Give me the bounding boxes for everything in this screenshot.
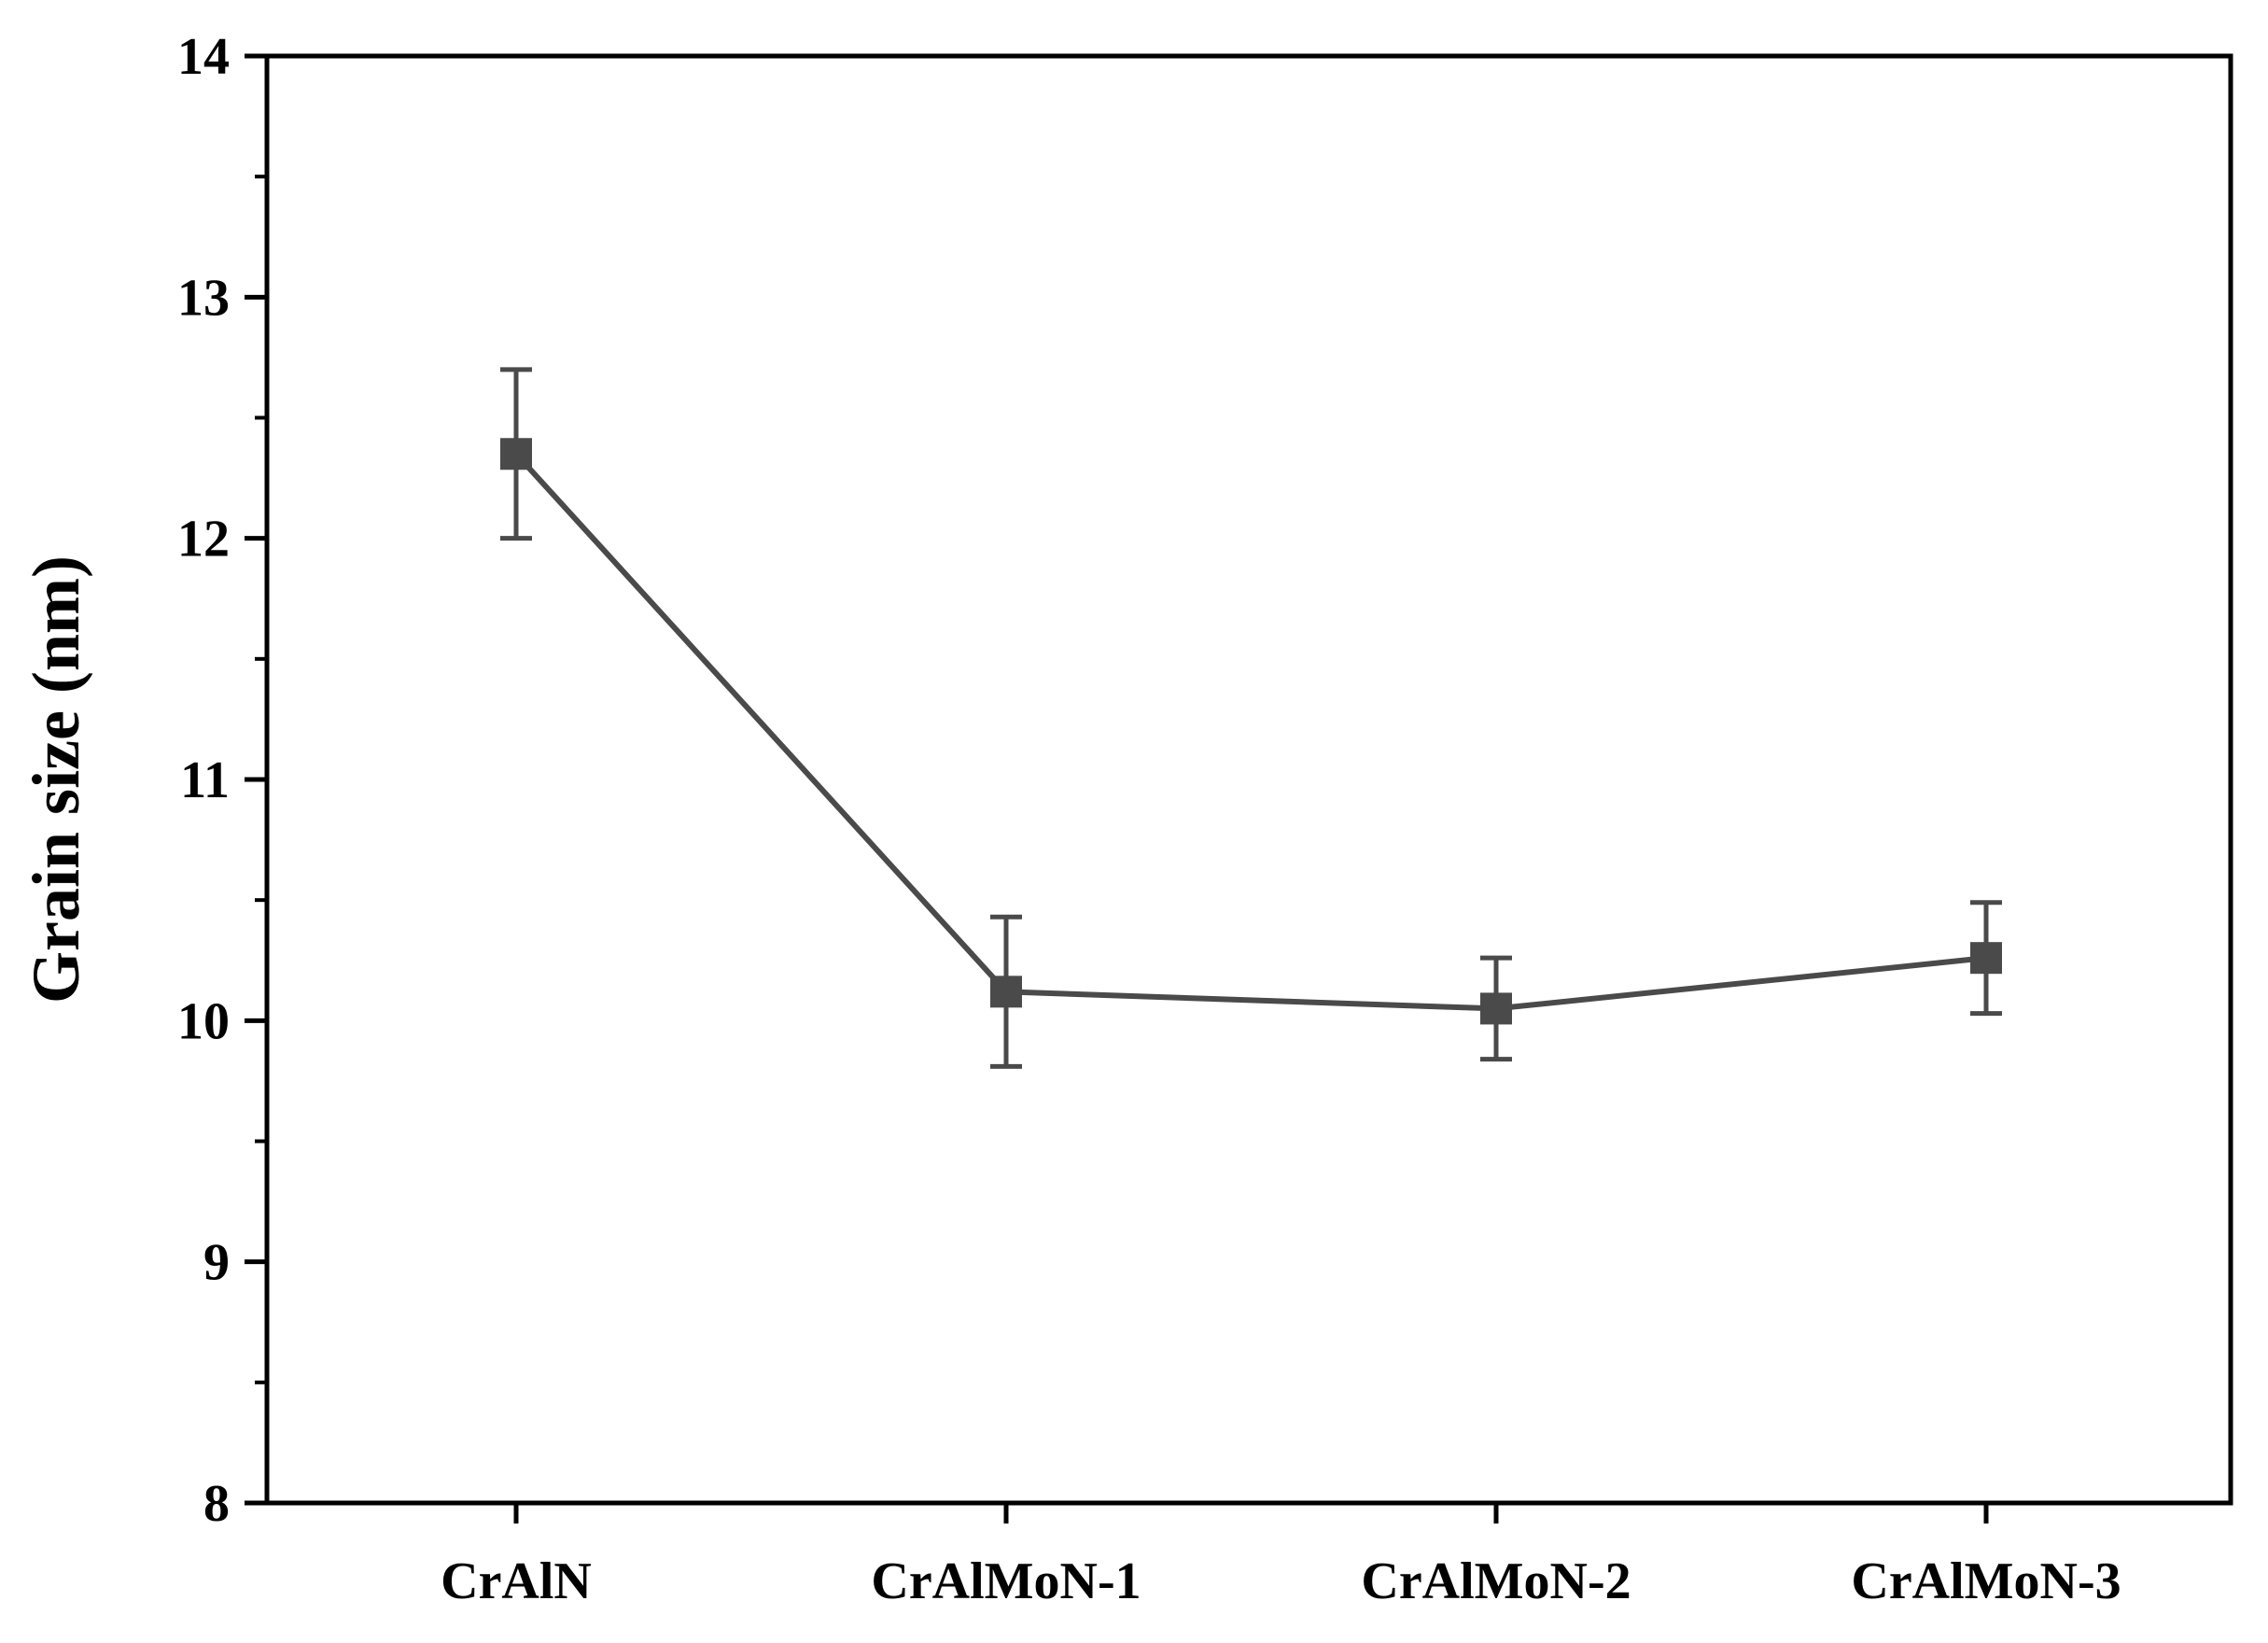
y-tick-label: 13 <box>177 269 230 327</box>
plot-frame <box>264 53 2233 1506</box>
y-axis-title: Grain size (nm) <box>19 555 93 1004</box>
y-tick-label: 11 <box>180 751 230 809</box>
series-layer <box>500 367 2002 1069</box>
y-tick-label: 12 <box>177 511 230 569</box>
data-point <box>990 976 1022 1008</box>
y-axis: 8 9 10 11 12 13 14 <box>177 28 267 1533</box>
data-point <box>500 438 532 470</box>
data-point <box>1480 992 1512 1025</box>
y-tick-label: 14 <box>177 28 230 86</box>
x-axis: CrAlN CrAlMoN-1 CrAlMoN-2 CrAlMoN-3 <box>441 1503 2121 1610</box>
x-tick-label: CrAlMoN-1 <box>871 1552 1141 1610</box>
y-tick-label: 9 <box>203 1234 230 1292</box>
y-tick-label: 8 <box>203 1475 230 1533</box>
x-tick-label: CrAlMoN-2 <box>1361 1552 1631 1610</box>
series-line <box>513 452 1987 1012</box>
y-tick-label: 10 <box>177 992 230 1050</box>
data-point <box>1970 942 2002 975</box>
x-tick-label: CrAlMoN-3 <box>1851 1552 2121 1610</box>
x-tick-label: CrAlN <box>441 1552 592 1610</box>
